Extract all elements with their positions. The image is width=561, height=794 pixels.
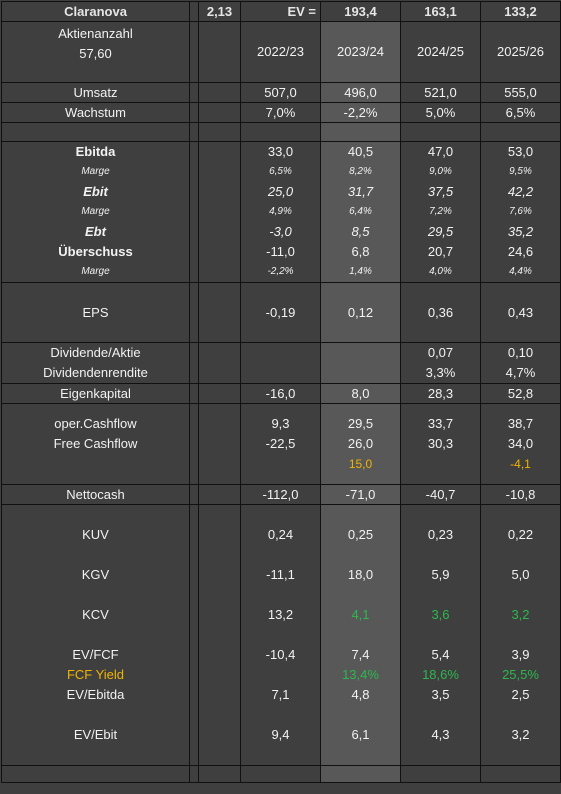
row-dividend: Dividende/Aktie Dividendenrendite 0,07 3,… <box>1 342 561 384</box>
ev-value-3[interactable]: 133,2 <box>480 1 561 22</box>
year-2[interactable]: 2023/24 <box>320 21 401 83</box>
years-row: Aktienanzahl 57,60 2022/23 2023/24 2024/… <box>1 21 561 83</box>
shares-label: Aktienanzahl <box>58 26 133 41</box>
shares-value: 57,60 <box>79 46 112 61</box>
bottom-spacer-row <box>1 765 561 783</box>
row-eps: EPS -0,19 0,12 0,36 0,43 <box>1 282 561 343</box>
row-eigenkapital: Eigenkapital -16,0 8,0 28,3 52,8 <box>1 383 561 404</box>
spacer-row <box>1 122 561 142</box>
share-price[interactable]: 2,13 <box>198 1 241 22</box>
row-valuation-block: KUV KGV KCV EV/FCF FCF Yield EV/Ebitda E… <box>1 504 561 766</box>
company-name[interactable]: Claranova <box>1 1 190 22</box>
row-wachstum: Wachstum 7,0% -2,2% 5,0% 6,5% <box>1 102 561 123</box>
ev-value-1[interactable]: 193,4 <box>320 1 401 22</box>
row-profit-block: Ebitda Marge Ebit Marge Ebt Überschuss M… <box>1 141 561 283</box>
year-4[interactable]: 2025/26 <box>480 21 561 83</box>
row-nettocash: Nettocash -112,0 -71,0 -40,7 -10,8 <box>1 484 561 505</box>
row-umsatz: Umsatz 507,0 496,0 521,0 555,0 <box>1 82 561 103</box>
ev-value-2[interactable]: 163,1 <box>400 1 481 22</box>
year-3[interactable]: 2024/25 <box>400 21 481 83</box>
header-row: Claranova 2,13 EV = 193,4 163,1 133,2 <box>1 1 561 22</box>
ev-label: EV = <box>240 1 321 22</box>
year-1[interactable]: 2022/23 <box>240 21 321 83</box>
row-cashflow: oper.Cashflow Free Cashflow 9,3 -22,5 29… <box>1 403 561 485</box>
shares-cell[interactable]: Aktienanzahl 57,60 <box>1 21 190 83</box>
